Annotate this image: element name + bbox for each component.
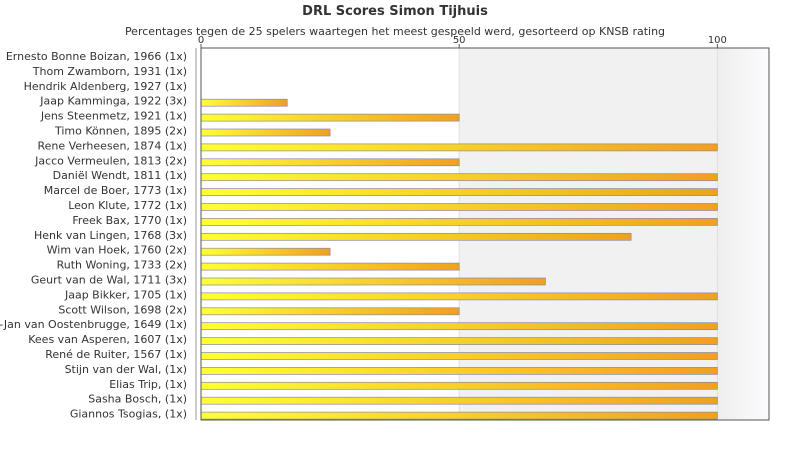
bar [200,292,718,301]
category-label: Elias Trip, (1x) [109,378,187,391]
category-label: Ernesto Bonne Boizan, 1966 (1x) [6,50,187,63]
bar [200,277,546,286]
category-label: Rene Verheesen, 1874 (1x) [38,139,187,152]
category-label: Geurt van de Wal, 1711 (3x) [31,274,187,287]
category-label: René de Ruiter, 1567 (1x) [45,348,187,361]
chart-title: DRL Scores Simon Tijhuis [302,4,488,19]
plot-frame [200,47,770,421]
bar [200,173,718,182]
category-label: Hendrik Aldenberg, 1927 (1x) [24,80,187,93]
category-label: Wim van Hoek, 1760 (2x) [47,244,187,257]
bar [200,307,460,316]
category-label: Giannos Tsogias, (1x) [70,408,187,421]
bar [200,98,288,107]
x-tick-label: 50 [453,35,466,46]
category-labels: Ernesto Bonne Boizan, 1966 (1x) Thom Zwam… [0,50,187,421]
bar [200,367,718,375]
category-label: Henk van Lingen, 1768 (3x) [34,229,187,242]
bar [200,262,460,271]
bar [200,203,718,211]
bar [200,411,718,420]
x-tick-labels: 0 50 100 [198,35,727,48]
category-label: Daniël Wendt, 1811 (1x) [53,169,187,182]
category-label: Timo Können, 1895 (2x) [54,125,187,138]
bar [200,337,718,345]
bar [200,396,718,405]
category-label: Sasha Bosch, (1x) [88,393,187,406]
category-label: Kees van Asperen, 1607 (1x) [28,333,187,346]
bar [200,352,718,360]
bar [200,143,718,152]
category-label: Bert-Jan van Oostenbrugge, 1649 (1x) [0,318,187,331]
category-label: Leon Klute, 1772 (1x) [68,199,187,212]
category-label: Jaap Kamminga, 1922 (3x) [39,95,187,108]
category-label: Ruth Woning, 1733 (2x) [57,259,187,272]
bar [200,188,718,196]
category-label: Jacco Vermeulen, 1813 (2x) [34,154,187,167]
category-label: Jaap Bikker, 1705 (1x) [64,288,187,301]
category-label: Scott Wilson, 1698 (2x) [58,303,187,316]
bar [200,128,331,137]
bar [200,322,718,331]
bar [200,232,632,241]
chart-subtitle: Percentages tegen de 25 spelers waartege… [124,25,666,38]
category-label: Thom Zwamborn, 1931 (1x) [32,65,187,78]
category-label: Jens Steenmetz, 1921 (1x) [40,110,187,123]
bar [200,218,718,226]
shade-band-100-plus [717,48,769,420]
bar [200,381,718,390]
category-label: Stijn van der Wal, (1x) [65,363,187,376]
bar [200,113,460,122]
axes [195,47,770,421]
x-tick-label: 100 [708,35,727,46]
bars [200,98,718,420]
bar [200,247,331,256]
bar [200,158,460,167]
x-tick-label: 0 [198,35,204,46]
category-label: Freek Bax, 1770 (1x) [72,214,187,227]
category-label: Marcel de Boer, 1773 (1x) [44,184,187,197]
